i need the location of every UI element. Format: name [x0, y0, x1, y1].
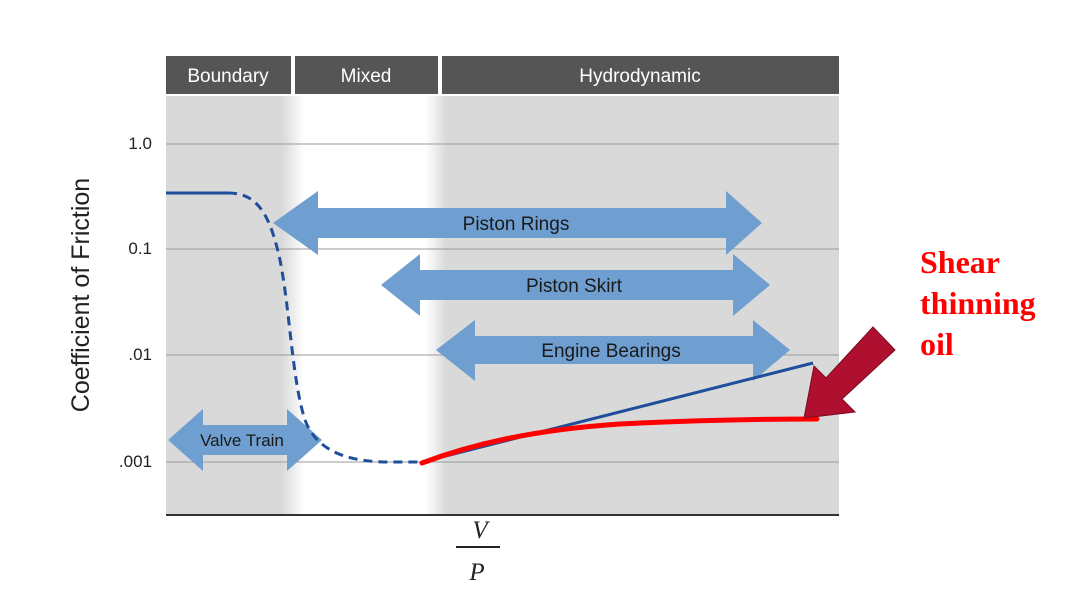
engine-bearings-label: Engine Bearings — [541, 341, 680, 362]
regime-hydrodynamic-label: Hydrodynamic — [579, 66, 700, 87]
piston-skirt-arrow — [381, 254, 770, 316]
annotation-line-3: oil — [920, 326, 954, 362]
y-axis-label: Coefficient of Friction — [67, 178, 95, 412]
range-labels: Piston Rings Piston Skirt Engine Bearing… — [200, 214, 681, 450]
x-axis-numerator: V — [472, 517, 490, 544]
valve-train-label: Valve Train — [200, 431, 284, 450]
regime-mixed-bar — [295, 56, 438, 94]
mixed-band-fade-right — [426, 96, 446, 515]
regime-mixed-label: Mixed — [341, 66, 392, 87]
y-tick-label: .01 — [128, 345, 152, 364]
regime-boundary-bar — [166, 56, 291, 94]
regime-header: Boundary Mixed Hydrodynamic — [166, 56, 839, 94]
pointer-arrow — [803, 326, 896, 419]
piston-rings-arrow — [273, 191, 762, 255]
engine-bearings-arrow — [436, 320, 790, 381]
annotation-line-2: thinning — [920, 285, 1036, 321]
x-axis-denominator: P — [468, 559, 484, 586]
valve-train-arrow — [168, 409, 322, 471]
y-tick-labels: 1.0 0.1 .01 .001 — [119, 134, 152, 471]
regime-hydrodynamic-bar — [442, 56, 839, 94]
piston-skirt-label: Piston Skirt — [526, 276, 623, 297]
piston-rings-label: Piston Rings — [463, 214, 570, 235]
regime-boundary-label: Boundary — [187, 66, 269, 87]
y-tick-label: 0.1 — [128, 239, 152, 258]
y-tick-label: .001 — [119, 452, 152, 471]
y-tick-label: 1.0 — [128, 134, 152, 153]
stribeck-curve-mixed — [227, 191, 422, 464]
annotation-line-1: Shear — [920, 244, 1000, 280]
range-arrows — [168, 191, 790, 471]
x-axis-label: V P — [456, 517, 500, 586]
shear-thinning-curve — [419, 416, 820, 466]
shear-thinning-annotation: Shear thinning oil — [920, 244, 1036, 362]
